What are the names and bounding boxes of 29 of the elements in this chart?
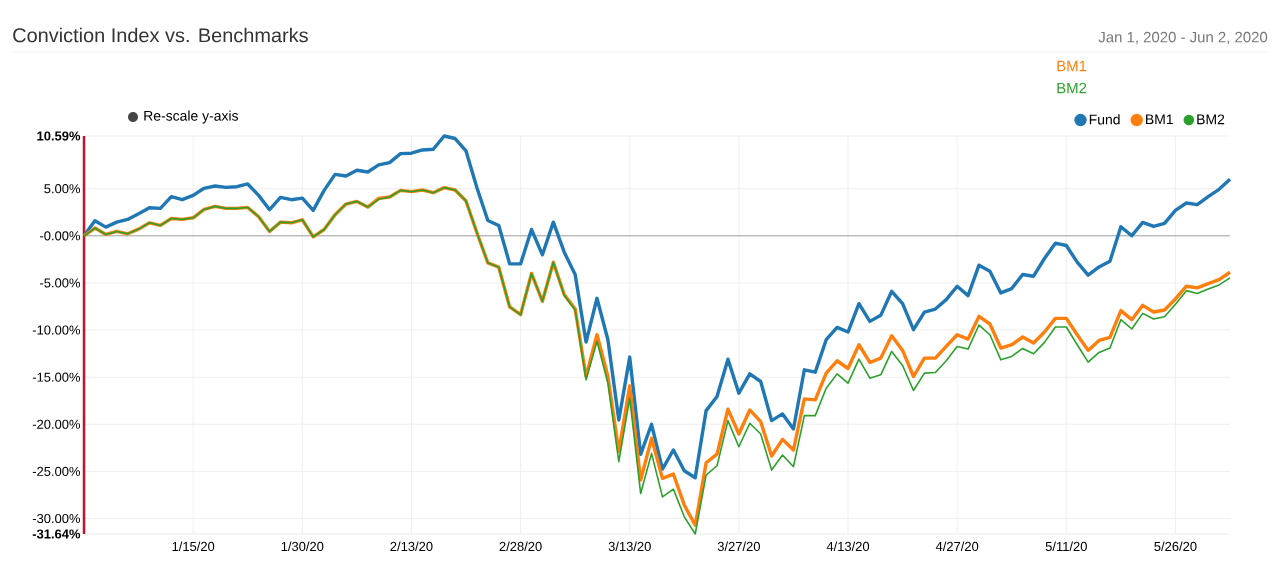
line-series — [82, 134, 1232, 480]
y-tick-label: -20.00% — [32, 419, 81, 429]
text: Re-scale y-axis — [144, 110, 239, 124]
y-tick-label: -15.00% — [32, 372, 81, 382]
y-tick-label: -10.00% — [32, 325, 81, 335]
legend-label: BM1 — [1146, 114, 1173, 125]
text: BM2 — [1057, 82, 1087, 94]
x-tick-label: 4/27/20 — [935, 541, 979, 552]
y-tick-label: -30.00% — [32, 513, 81, 524]
x-tick-label: 1/15/20 — [172, 541, 215, 552]
y-tick-label: 5.00% — [44, 184, 81, 194]
y-tick-label: -31.64% — [32, 529, 81, 539]
x-tick-label: 3/13/20 — [608, 541, 651, 552]
x-tick-label: 2/13/20 — [390, 541, 433, 552]
legend-label: Fund — [1089, 114, 1120, 125]
x-tick-label: 5/11/20 — [1045, 541, 1087, 552]
chart-subtitle: Jan 1, 2020 - Jun 2, 2020 — [1098, 31, 1268, 45]
chart-title: Conviction Index vs. Benchmarks — [13, 27, 308, 43]
x-tick-label: 5/26/20 — [1154, 541, 1197, 552]
text: BM1 — [1057, 60, 1087, 72]
x-tick-label: 2/28/20 — [499, 541, 542, 552]
y-tick-label: 10.59% — [37, 131, 81, 141]
y-tick-label: -5.00% — [40, 278, 81, 288]
x-tick-label: 1/30/20 — [281, 541, 324, 552]
x-tick-label: 4/13/20 — [826, 541, 870, 552]
x-tick-label: 3/27/20 — [717, 541, 760, 552]
legend-label: BM2 — [1197, 114, 1225, 125]
y-tick-label: -25.00% — [32, 466, 81, 476]
y-tick-label: -0.00% — [40, 231, 81, 241]
